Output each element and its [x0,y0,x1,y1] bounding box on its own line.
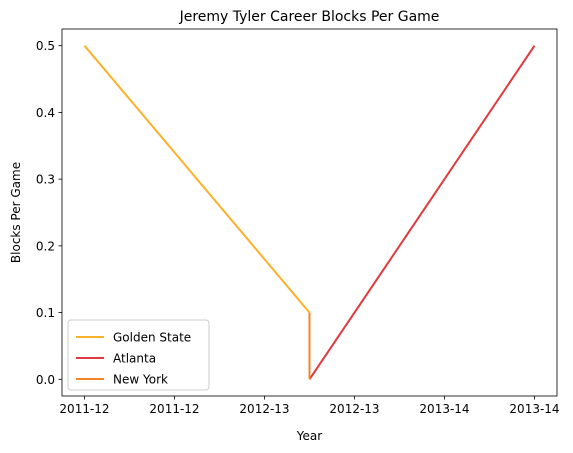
x-tick-label: 2012-13 [329,402,379,416]
y-tick-label: 0.4 [36,106,55,120]
series-line-0 [83,45,311,314]
x-axis-label: Year [296,429,322,443]
legend-label-1: Atlanta [113,352,156,366]
x-tick-label: 2013-14 [509,402,559,416]
y-tick-label: 0.2 [36,239,55,253]
legend-label-2: New York [113,373,168,387]
legend-label-0: Golden State [113,331,191,345]
y-tick-label: 0.3 [36,173,55,187]
y-tick-label: 0.1 [36,306,55,320]
series-line-1 [308,45,536,380]
x-tick-label: 2011-12 [59,402,109,416]
x-tick-label: 2012-13 [239,402,289,416]
y-axis-label: Blocks Per Game [9,162,23,263]
y-tick-label: 0.5 [36,39,55,53]
plot-area-frame [61,28,558,397]
x-tick-label: 2013-14 [419,402,469,416]
legend: Golden State Atlanta New York [67,319,210,391]
chart-title: Jeremy Tyler Career Blocks Per Game [179,9,440,25]
y-tick-label: 0.0 [36,373,55,387]
x-tick-label: 2011-12 [149,402,199,416]
